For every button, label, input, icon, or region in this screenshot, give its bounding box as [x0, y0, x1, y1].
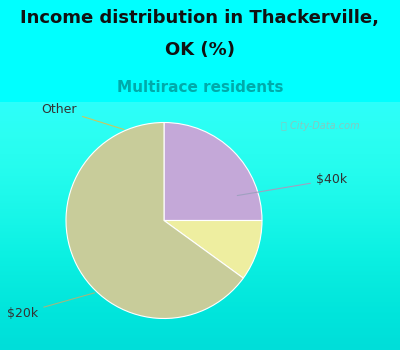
- Text: Multirace residents: Multirace residents: [117, 80, 283, 96]
- Text: ⓘ City-Data.com: ⓘ City-Data.com: [281, 121, 360, 131]
- Wedge shape: [66, 122, 243, 318]
- Wedge shape: [164, 122, 262, 220]
- Wedge shape: [164, 220, 262, 278]
- Text: Other: Other: [42, 103, 124, 130]
- Text: $20k: $20k: [7, 293, 95, 320]
- Text: $40k: $40k: [237, 173, 347, 196]
- Text: OK (%): OK (%): [165, 41, 235, 59]
- Text: Income distribution in Thackerville,: Income distribution in Thackerville,: [20, 9, 380, 27]
